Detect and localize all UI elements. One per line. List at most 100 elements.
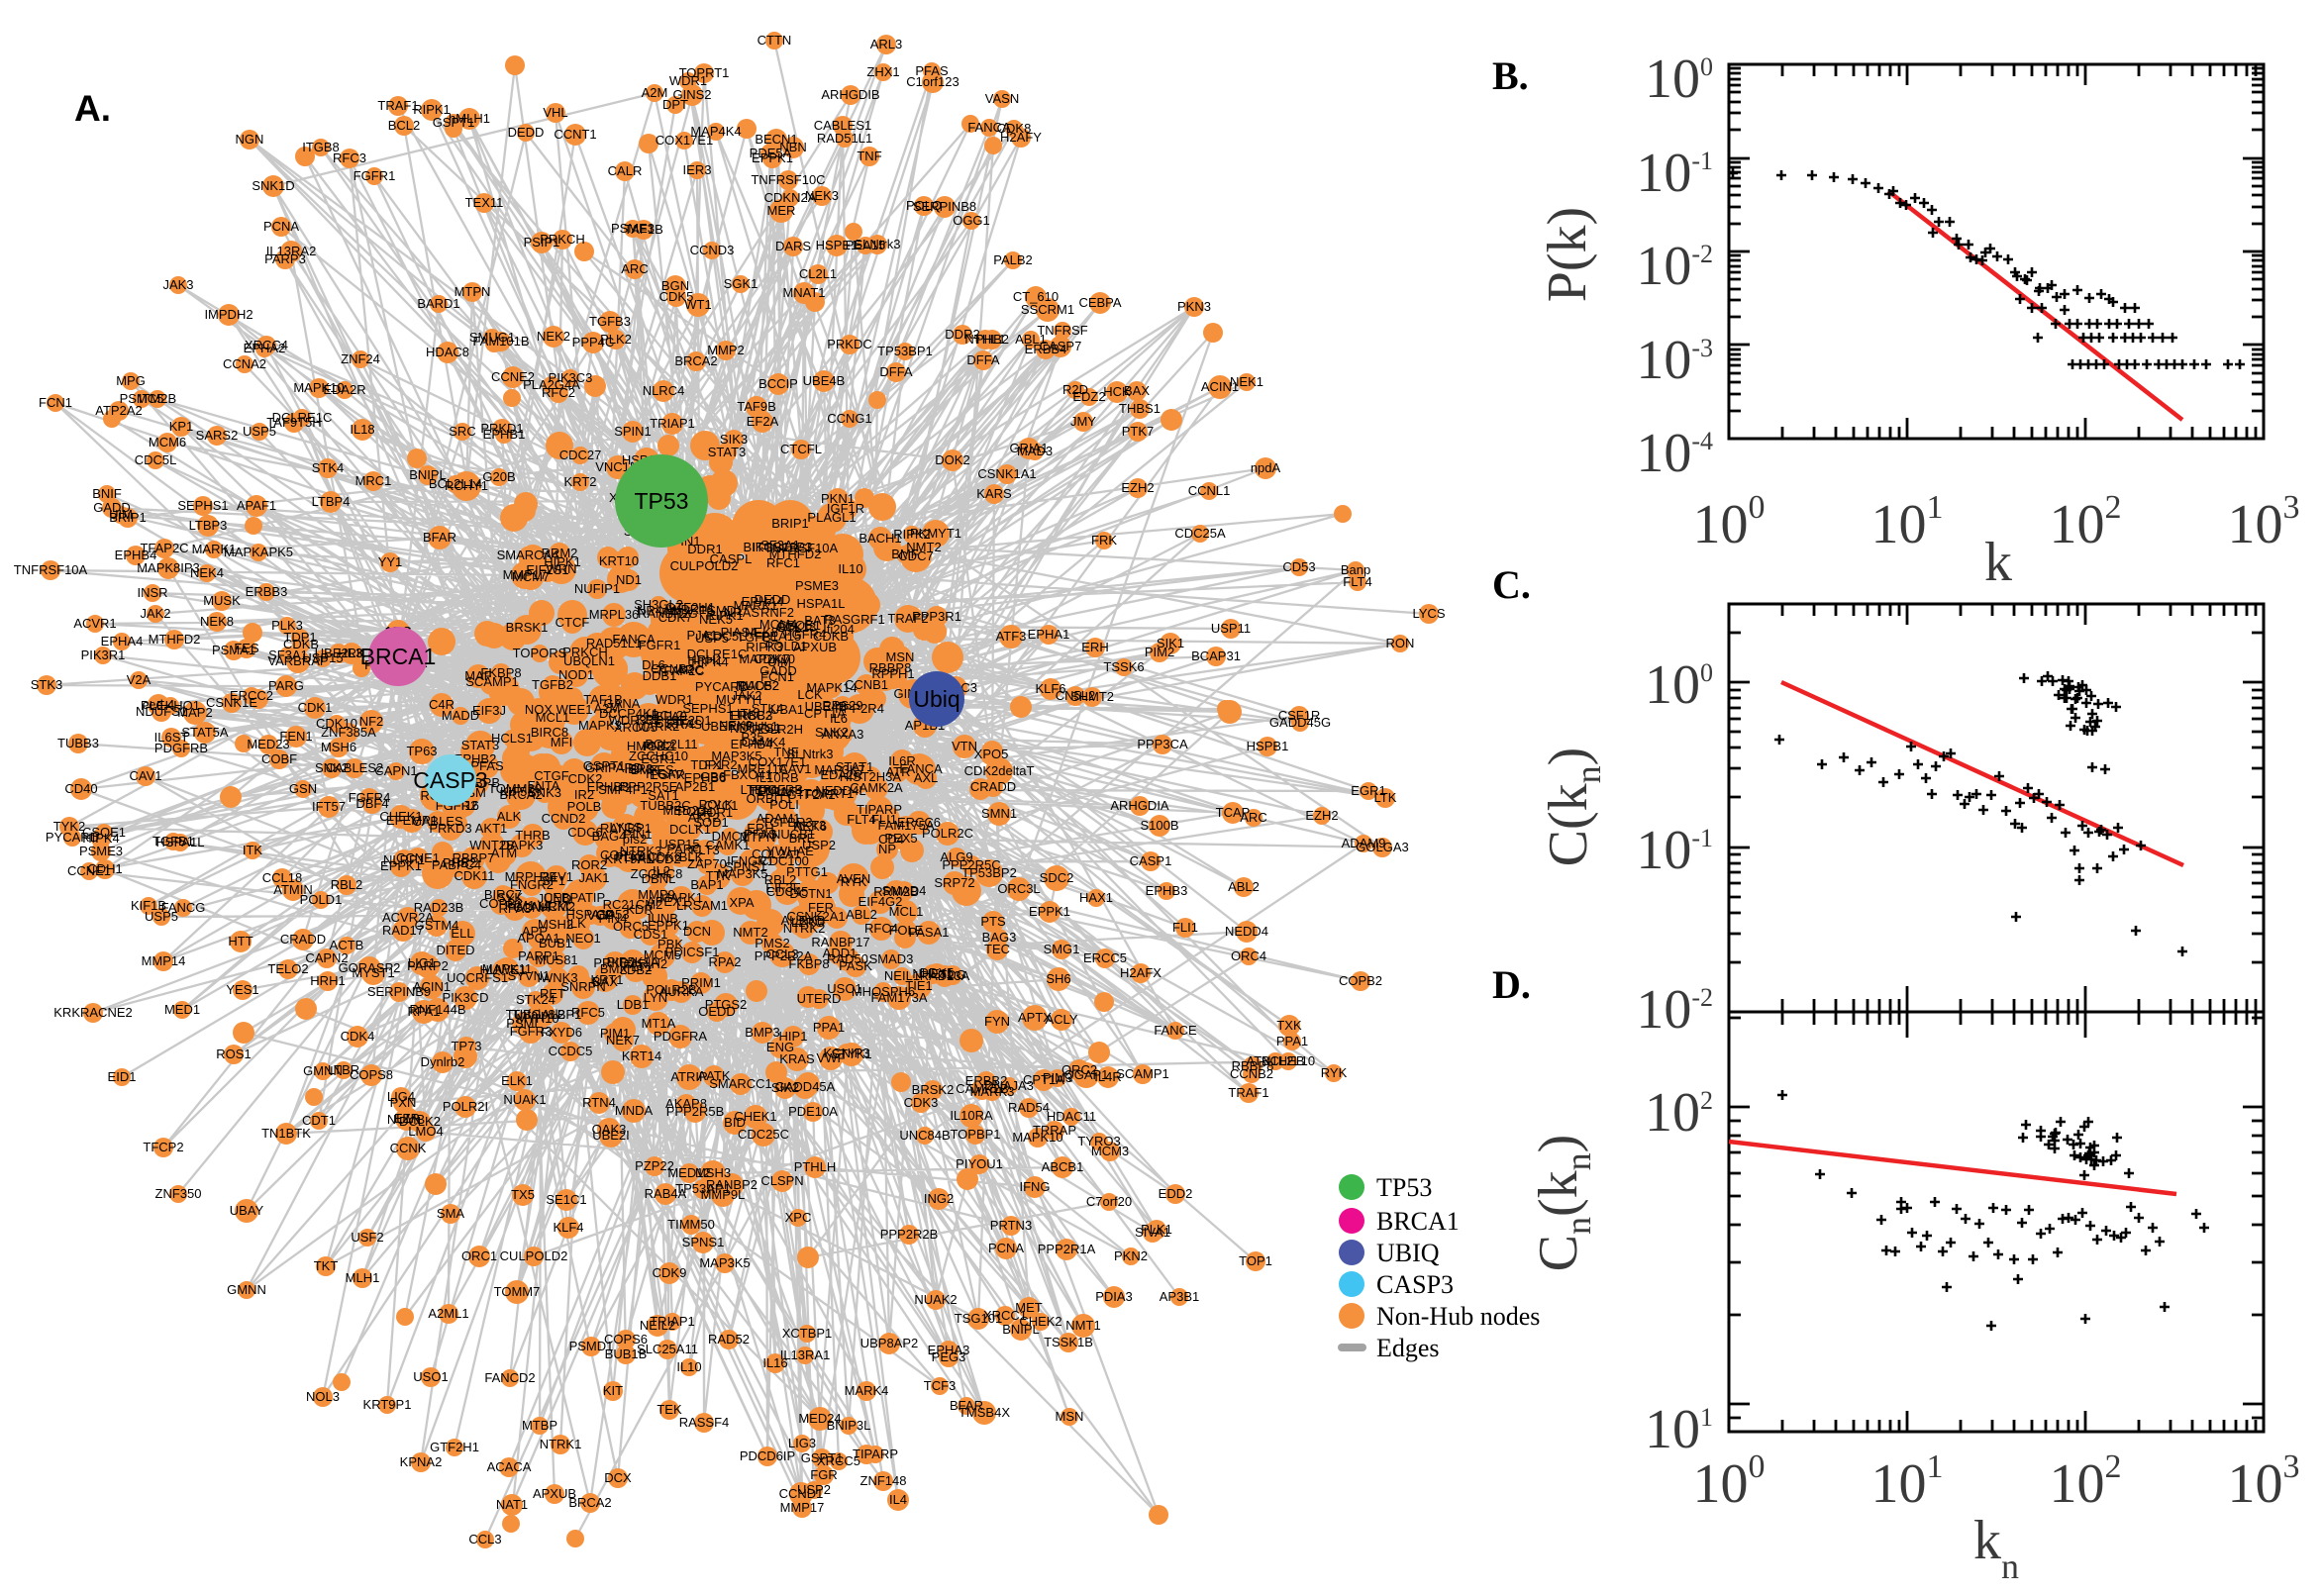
svg-text:HUWE1: HUWE1: [480, 962, 527, 977]
svg-text:XPO5: XPO5: [974, 747, 1009, 761]
svg-text:JAK3: JAK3: [162, 277, 193, 292]
svg-text:TOP1: TOP1: [1239, 1253, 1272, 1268]
svg-text:RPA2: RPA2: [709, 954, 742, 969]
svg-text:FLT4: FLT4: [1343, 574, 1371, 589]
svg-text:CSNK1A1: CSNK1A1: [977, 466, 1036, 481]
svg-text:BNIP3L: BNIP3L: [827, 1418, 871, 1433]
svg-text:VASN: VASN: [985, 91, 1019, 106]
svg-text:HAX1: HAX1: [1079, 890, 1113, 905]
svg-text:TEK: TEK: [656, 1402, 682, 1417]
svg-text:LTBP3: LTBP3: [189, 518, 228, 533]
svg-text:APXUB: APXUB: [533, 1486, 576, 1501]
svg-text:TSSK6: TSSK6: [1103, 659, 1144, 674]
svg-text:SH3GL2: SH3GL2: [634, 597, 683, 612]
svg-text:CCND3: CCND3: [690, 243, 735, 257]
svg-text:PRKDC: PRKDC: [827, 337, 872, 351]
svg-text:BCL2L11: BCL2L11: [645, 737, 697, 751]
svg-text:CCL3: CCL3: [468, 1532, 501, 1546]
svg-text:SMG1: SMG1: [1044, 942, 1080, 956]
svg-text:UBE4B: UBE4B: [803, 373, 846, 388]
svg-text:CDK2: CDK2: [568, 771, 603, 786]
svg-text:TUBB3: TUBB3: [57, 736, 99, 750]
svg-text:FXR2: FXR2: [704, 757, 737, 772]
svg-text:IER3: IER3: [683, 162, 712, 177]
svg-text:C7orf20: C7orf20: [1086, 1194, 1132, 1209]
svg-text:SH6: SH6: [1046, 971, 1070, 986]
svg-text:D.: D.: [1492, 962, 1531, 1007]
svg-text:CTTN: CTTN: [758, 33, 792, 48]
svg-text:APAF1: APAF1: [237, 498, 276, 513]
svg-text:CCL18: CCL18: [262, 870, 302, 885]
svg-text:RYK: RYK: [1321, 1065, 1348, 1080]
svg-text:KP1: KP1: [169, 419, 194, 434]
svg-text:RON: RON: [1386, 636, 1415, 650]
svg-text:TP53: TP53: [635, 488, 689, 514]
svg-text:ARC: ARC: [1240, 810, 1266, 825]
svg-text:CDK1: CDK1: [298, 700, 333, 715]
svg-text:UBP8AP2: UBP8AP2: [860, 1336, 919, 1350]
svg-text:KRT9P1: KRT9P1: [363, 1397, 412, 1412]
svg-text:ERCC5: ERCC5: [1083, 950, 1127, 965]
svg-text:RFC1: RFC1: [766, 555, 800, 570]
svg-text:PPP4C: PPP4C: [572, 335, 615, 349]
svg-text:ROS1: ROS1: [216, 1047, 251, 1061]
svg-text:SNK2: SNK2: [315, 760, 349, 775]
svg-text:IMPDH2: IMPDH2: [204, 307, 252, 322]
svg-text:ARC: ARC: [621, 261, 648, 276]
svg-text:SCAMP1: SCAMP1: [1116, 1066, 1168, 1081]
svg-text:TUBB2C: TUBB2C: [640, 798, 690, 813]
svg-text:EDA2R: EDA2R: [323, 382, 365, 397]
svg-text:BCCIP: BCCIP: [758, 376, 798, 391]
svg-text:NUCB2: NUCB2: [736, 678, 779, 693]
svg-text:HDAC11: HDAC11: [1047, 1109, 1096, 1124]
svg-text:CDS1: CDS1: [634, 927, 668, 942]
svg-text:USP5: USP5: [243, 424, 276, 439]
svg-text:UBIQ: UBIQ: [1376, 1239, 1440, 1267]
svg-text:RPA1: RPA1: [408, 1004, 441, 1019]
svg-text:PZP22: PZP22: [635, 1158, 674, 1173]
svg-text:DFFA: DFFA: [966, 352, 1000, 367]
svg-text:PARP2: PARP2: [407, 958, 449, 973]
svg-text:FKBP8: FKBP8: [480, 665, 521, 680]
svg-text:PPP3R1: PPP3R1: [912, 609, 961, 624]
svg-text:DEDD: DEDD: [508, 125, 545, 140]
svg-text:RANBP17: RANBP17: [811, 935, 869, 949]
svg-text:DCX: DCX: [604, 1470, 632, 1485]
svg-text:EPHA2: EPHA2: [244, 341, 286, 355]
svg-text:FLI1: FLI1: [1172, 920, 1198, 935]
svg-text:CDK9: CDK9: [653, 1265, 687, 1280]
svg-text:DFFA: DFFA: [879, 364, 913, 379]
svg-text:ELK1: ELK1: [501, 1073, 533, 1088]
svg-text:KRT14: KRT14: [622, 1048, 661, 1063]
svg-text:FANCE: FANCE: [1154, 1023, 1197, 1038]
svg-text:POLR2C: POLR2C: [922, 826, 973, 841]
svg-text:NAT1: NAT1: [496, 1497, 528, 1512]
svg-text:EZH2: EZH2: [1121, 480, 1154, 495]
svg-text:DCLRE1C: DCLRE1C: [272, 410, 333, 425]
svg-text:UNC84B: UNC84B: [899, 1128, 950, 1143]
svg-text:PTHLH: PTHLH: [794, 1159, 837, 1174]
svg-text:BRIP1: BRIP1: [771, 516, 809, 531]
svg-text:EPHA4: EPHA4: [101, 634, 144, 648]
svg-text:SPIN1: SPIN1: [614, 424, 652, 439]
svg-text:TOPORS: TOPORS: [513, 646, 567, 660]
svg-text:SHMT2: SHMT2: [1070, 689, 1114, 704]
svg-text:IGF1R: IGF1R: [827, 501, 864, 516]
svg-text:XPA: XPA: [729, 895, 754, 910]
svg-text:PSME3: PSME3: [795, 578, 839, 593]
svg-text:CDK2deltaT: CDK2deltaT: [964, 763, 1035, 778]
svg-text:PPA1: PPA1: [1276, 1034, 1308, 1048]
svg-text:ERBB4: ERBB4: [1025, 342, 1067, 356]
svg-text:CAMK4: CAMK4: [742, 735, 786, 749]
svg-text:ORC4: ORC4: [1231, 948, 1266, 963]
svg-text:SIK2: SIK2: [771, 1080, 799, 1095]
svg-text:EGR1: EGR1: [1351, 783, 1385, 798]
svg-text:IL13RA1: IL13RA1: [780, 1347, 831, 1362]
svg-text:CDC5L: CDC5L: [135, 452, 177, 467]
svg-text:KLF4: KLF4: [553, 1220, 583, 1235]
svg-text:CEBPA: CEBPA: [1078, 295, 1121, 310]
svg-text:FANCD2: FANCD2: [484, 1370, 535, 1385]
svg-text:ACLY: ACLY: [1046, 1012, 1078, 1027]
svg-text:FCN1: FCN1: [39, 395, 72, 410]
svg-text:EPHB4: EPHB4: [115, 548, 157, 562]
